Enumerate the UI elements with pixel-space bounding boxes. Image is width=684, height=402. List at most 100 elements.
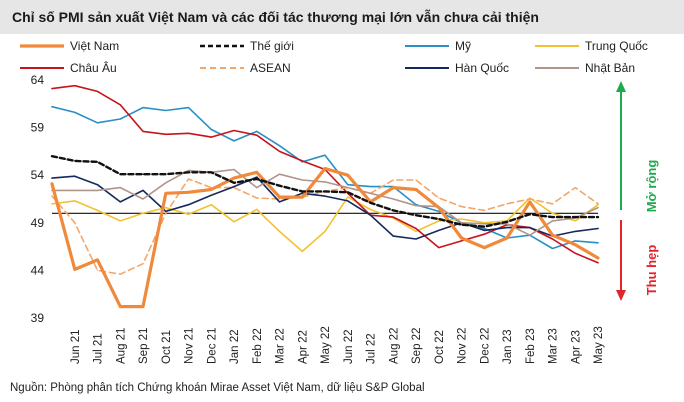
data-point-nhat-ban	[415, 205, 417, 207]
data-point-asean	[165, 212, 167, 214]
data-point-nhat-ban	[483, 223, 485, 225]
data-point-viet-nam	[347, 174, 349, 176]
data-point-han-quoc	[529, 227, 531, 229]
data-point-chau-au	[392, 216, 394, 218]
x-tick-label: Mar 23	[548, 328, 560, 364]
data-point-my	[438, 210, 440, 212]
source-note: Nguồn: Phòng phân tích Chứng khoán Mirae…	[10, 382, 425, 394]
data-point-viet-nam	[51, 183, 53, 185]
data-point-nhat-ban	[551, 220, 554, 222]
data-point-nhat-ban	[165, 182, 167, 184]
data-point-han-quoc	[187, 204, 190, 206]
data-point-the-gioi	[483, 226, 485, 228]
data-point-trung-quoc	[233, 221, 235, 223]
contraction-label: Thu hẹp	[644, 245, 659, 296]
data-point-viet-nam	[574, 244, 576, 246]
data-point-the-gioi	[233, 182, 235, 184]
data-point-my	[187, 107, 190, 109]
data-point-the-gioi	[96, 161, 99, 163]
up-arrowhead-icon	[616, 81, 626, 92]
data-point-asean	[529, 198, 531, 200]
x-tick-label: Jul 21	[93, 333, 105, 364]
data-point-han-quoc	[415, 238, 417, 240]
data-point-chau-au	[119, 104, 121, 106]
x-tick-label: Feb 23	[525, 328, 537, 364]
data-point-han-quoc	[301, 192, 303, 194]
x-tick-label: May 23	[593, 326, 605, 364]
data-point-asean	[119, 273, 121, 275]
data-point-the-gioi	[278, 185, 281, 187]
data-point-chau-au	[74, 85, 76, 87]
x-tick-label: Sep 21	[138, 328, 150, 364]
x-tick-label: Oct 22	[434, 330, 446, 364]
data-point-viet-nam	[301, 196, 303, 198]
y-tick-label: 44	[31, 263, 45, 277]
data-point-nhat-ban	[119, 187, 121, 189]
legend-label: Việt Nam	[70, 39, 119, 53]
x-tick-label: Dec 21	[206, 328, 218, 364]
data-point-viet-nam	[529, 201, 531, 203]
data-point-nhat-ban	[529, 234, 531, 236]
data-point-viet-nam	[142, 306, 144, 308]
data-point-viet-nam	[597, 257, 599, 259]
data-point-chau-au	[187, 132, 190, 134]
data-point-my	[483, 227, 485, 230]
data-point-viet-nam	[74, 268, 76, 270]
data-point-asean	[51, 195, 53, 197]
x-tick-label: May 22	[320, 326, 332, 364]
x-tick-label: Dec 22	[479, 328, 491, 364]
data-point-my	[369, 186, 372, 188]
expansion-annotation: Mở rộng	[616, 81, 659, 212]
legend-item-trung-quoc: Trung Quốc	[535, 39, 648, 53]
data-point-chau-au	[415, 227, 417, 230]
legend-item-nhat-ban: Nhật Bản	[535, 61, 635, 75]
data-point-asean	[506, 203, 508, 205]
legend-label: Mỹ	[455, 39, 471, 53]
data-point-nhat-ban	[233, 168, 235, 171]
data-point-asean	[256, 197, 258, 199]
data-point-the-gioi	[438, 218, 440, 220]
data-point-han-quoc	[96, 184, 99, 186]
legend-item-viet-nam: Việt Nam	[20, 39, 119, 53]
pmi-line-chart: Việt Nam Thế giới Mỹ Trung Quốc Châu Âu ASEAN…	[20, 39, 659, 364]
y-tick-label: 49	[31, 216, 45, 230]
data-point-the-gioi	[529, 213, 531, 215]
series-line-han-quoc	[51, 175, 599, 240]
data-point-nhat-ban	[142, 198, 144, 200]
data-point-trung-quoc	[74, 200, 76, 202]
data-point-asean	[483, 209, 485, 211]
data-point-asean	[460, 206, 463, 208]
data-point-chau-au	[597, 262, 599, 264]
data-point-chau-au	[165, 133, 167, 135]
data-point-viet-nam	[324, 167, 326, 170]
data-point-trung-quoc	[142, 212, 144, 214]
data-point-my	[165, 109, 167, 112]
data-point-asean	[551, 203, 554, 205]
data-point-han-quoc	[74, 175, 76, 177]
data-point-my	[347, 184, 349, 186]
data-point-asean	[392, 179, 394, 181]
data-point-viet-nam	[233, 177, 235, 179]
data-point-my	[324, 154, 326, 156]
down-arrowhead-icon	[616, 290, 626, 301]
annotations: Mở rộng Thu hẹp	[616, 81, 659, 301]
data-point-chau-au	[460, 240, 463, 242]
data-point-asean	[74, 222, 76, 224]
data-point-my	[574, 240, 576, 242]
y-axis: 39 44 49 54 59 64	[31, 73, 45, 325]
data-point-the-gioi	[369, 202, 372, 204]
data-point-trung-quoc	[324, 230, 326, 232]
data-point-viet-nam	[187, 191, 190, 193]
data-point-han-quoc	[483, 229, 485, 231]
legend-item-the-gioi: Thế giới	[200, 39, 294, 53]
data-point-asean	[438, 197, 440, 199]
data-point-han-quoc	[392, 235, 394, 237]
data-point-the-gioi	[301, 190, 303, 192]
legend-label: Thế giới	[250, 39, 294, 53]
chart-title: Chỉ số PMI sản xuất Việt Nam và các đối …	[12, 9, 539, 25]
x-tick-label: Oct 21	[161, 330, 173, 364]
data-point-my	[210, 128, 212, 131]
data-point-nhat-ban	[347, 187, 349, 189]
data-point-nhat-ban	[460, 222, 463, 224]
data-point-han-quoc	[142, 189, 144, 191]
